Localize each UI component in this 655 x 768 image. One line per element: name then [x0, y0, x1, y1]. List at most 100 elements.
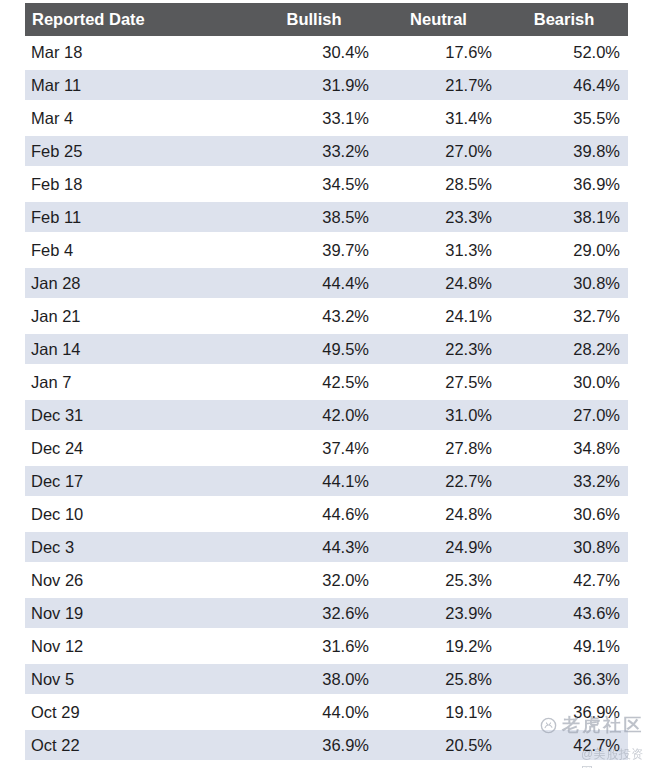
bullish-cell: 42.0%: [251, 399, 377, 432]
bullish-cell: 44.6%: [251, 498, 377, 531]
date-cell: Jan 21: [25, 300, 251, 333]
date-cell: Feb 11: [25, 201, 251, 234]
neutral-cell: 27.8%: [377, 432, 500, 465]
bearish-cell: 39.8%: [500, 135, 628, 168]
bullish-cell: 44.0%: [251, 696, 377, 729]
table-row: Dec 3142.0%31.0%27.0%: [25, 399, 628, 432]
date-cell: Dec 10: [25, 498, 251, 531]
bullish-cell: 30.4%: [251, 36, 377, 69]
table-row: Feb 2533.2%27.0%39.8%: [25, 135, 628, 168]
column-header-bullish: Bullish: [251, 3, 377, 36]
bearish-cell: 35.5%: [500, 102, 628, 135]
bullish-cell: 33.2%: [251, 135, 377, 168]
table-row: Nov 538.0%25.8%36.3%: [25, 663, 628, 696]
date-cell: Nov 12: [25, 630, 251, 663]
bearish-cell: 42.7%: [500, 729, 628, 762]
table-row: Mar 433.1%31.4%35.5%: [25, 102, 628, 135]
neutral-cell: 19.1%: [377, 696, 500, 729]
bearish-cell: 30.8%: [500, 531, 628, 564]
date-cell: Feb 4: [25, 234, 251, 267]
date-cell: Nov 5: [25, 663, 251, 696]
date-cell: Mar 4: [25, 102, 251, 135]
neutral-cell: 31.0%: [377, 399, 500, 432]
bullish-cell: 31.6%: [251, 630, 377, 663]
table-row: Feb 439.7%31.3%29.0%: [25, 234, 628, 267]
bullish-cell: 36.9%: [251, 729, 377, 762]
sentiment-table-body: Mar 1830.4%17.6%52.0%Mar 1131.9%21.7%46.…: [25, 36, 628, 762]
table-row: Oct 2944.0%19.1%36.9%: [25, 696, 628, 729]
table-row: Nov 2632.0%25.3%42.7%: [25, 564, 628, 597]
bullish-cell: 43.2%: [251, 300, 377, 333]
neutral-cell: 27.5%: [377, 366, 500, 399]
bullish-cell: 44.3%: [251, 531, 377, 564]
bearish-cell: 49.1%: [500, 630, 628, 663]
neutral-cell: 22.7%: [377, 465, 500, 498]
date-cell: Feb 18: [25, 168, 251, 201]
bearish-cell: 42.7%: [500, 564, 628, 597]
bullish-cell: 44.4%: [251, 267, 377, 300]
date-cell: Dec 17: [25, 465, 251, 498]
neutral-cell: 27.0%: [377, 135, 500, 168]
neutral-cell: 31.4%: [377, 102, 500, 135]
table-row: Feb 1138.5%23.3%38.1%: [25, 201, 628, 234]
date-cell: Mar 11: [25, 69, 251, 102]
bullish-cell: 49.5%: [251, 333, 377, 366]
table-row: Feb 1834.5%28.5%36.9%: [25, 168, 628, 201]
table-row: Jan 1449.5%22.3%28.2%: [25, 333, 628, 366]
date-cell: Nov 26: [25, 564, 251, 597]
table-row: Dec 1744.1%22.7%33.2%: [25, 465, 628, 498]
bearish-cell: 36.9%: [500, 168, 628, 201]
bullish-cell: 44.1%: [251, 465, 377, 498]
header-row: Reported Date Bullish Neutral Bearish: [25, 3, 628, 36]
sentiment-table: Reported Date Bullish Neutral Bearish Ma…: [25, 3, 628, 762]
bearish-cell: 34.8%: [500, 432, 628, 465]
bullish-cell: 42.5%: [251, 366, 377, 399]
neutral-cell: 25.3%: [377, 564, 500, 597]
bullish-cell: 38.5%: [251, 201, 377, 234]
table-row: Dec 2437.4%27.8%34.8%: [25, 432, 628, 465]
date-cell: Mar 18: [25, 36, 251, 69]
date-cell: Oct 22: [25, 729, 251, 762]
bullish-cell: 31.9%: [251, 69, 377, 102]
date-cell: Dec 24: [25, 432, 251, 465]
neutral-cell: 22.3%: [377, 333, 500, 366]
neutral-cell: 24.1%: [377, 300, 500, 333]
table-row: Oct 2236.9%20.5%42.7%: [25, 729, 628, 762]
bearish-cell: 28.2%: [500, 333, 628, 366]
neutral-cell: 24.9%: [377, 531, 500, 564]
bearish-cell: 33.2%: [500, 465, 628, 498]
neutral-cell: 28.5%: [377, 168, 500, 201]
table-row: Nov 1231.6%19.2%49.1%: [25, 630, 628, 663]
bullish-cell: 33.1%: [251, 102, 377, 135]
neutral-cell: 24.8%: [377, 498, 500, 531]
bullish-cell: 37.4%: [251, 432, 377, 465]
date-cell: Jan 7: [25, 366, 251, 399]
bearish-cell: 46.4%: [500, 69, 628, 102]
bearish-cell: 52.0%: [500, 36, 628, 69]
column-header-neutral: Neutral: [377, 3, 500, 36]
table-row: Jan 742.5%27.5%30.0%: [25, 366, 628, 399]
date-cell: Feb 25: [25, 135, 251, 168]
bearish-cell: 38.1%: [500, 201, 628, 234]
date-cell: Dec 31: [25, 399, 251, 432]
neutral-cell: 21.7%: [377, 69, 500, 102]
bearish-cell: 36.9%: [500, 696, 628, 729]
bearish-cell: 30.6%: [500, 498, 628, 531]
bullish-cell: 32.0%: [251, 564, 377, 597]
date-cell: Dec 3: [25, 531, 251, 564]
neutral-cell: 25.8%: [377, 663, 500, 696]
bullish-cell: 38.0%: [251, 663, 377, 696]
date-cell: Jan 14: [25, 333, 251, 366]
date-cell: Jan 28: [25, 267, 251, 300]
neutral-cell: 20.5%: [377, 729, 500, 762]
table-row: Mar 1830.4%17.6%52.0%: [25, 36, 628, 69]
column-header-reported-date: Reported Date: [25, 3, 251, 36]
table-row: Nov 1932.6%23.9%43.6%: [25, 597, 628, 630]
table-row: Mar 1131.9%21.7%46.4%: [25, 69, 628, 102]
neutral-cell: 23.3%: [377, 201, 500, 234]
table-row: Jan 2844.4%24.8%30.8%: [25, 267, 628, 300]
bearish-cell: 43.6%: [500, 597, 628, 630]
table-row: Jan 2143.2%24.1%32.7%: [25, 300, 628, 333]
bearish-cell: 32.7%: [500, 300, 628, 333]
bullish-cell: 34.5%: [251, 168, 377, 201]
